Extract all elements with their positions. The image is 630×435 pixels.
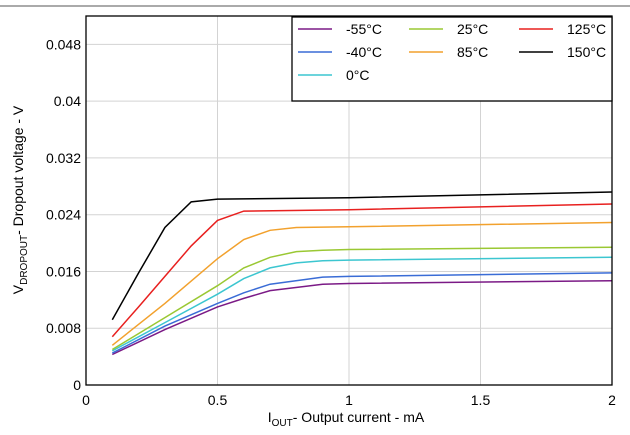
- legend-label-1: -55°C: [346, 21, 382, 37]
- legend-label-5: 85°C: [457, 44, 488, 60]
- x-axis-label: IOUT- Output current - mA: [268, 409, 425, 429]
- x-axis-label-rest: - Output current - mA: [293, 409, 425, 425]
- legend-label-7: 150°C: [567, 44, 606, 60]
- y-axis-label-rest: - Dropout voltage - V: [10, 105, 26, 235]
- x-tick-label: 0.5: [208, 392, 228, 408]
- y-axis-label-main: V: [10, 284, 26, 294]
- y-axis-label: VDROPOUT- Dropout voltage - V: [10, 105, 30, 294]
- legend-label-4: 25°C: [457, 21, 488, 37]
- series-line-4: [111, 246, 613, 351]
- y-axis-label-sub: DROPOUT: [19, 235, 30, 285]
- legend-label-3: 0°C: [346, 67, 370, 83]
- plot-frame: [85, 15, 613, 386]
- y-tick-label: 0.024: [46, 207, 81, 223]
- series-line-7: [111, 191, 613, 321]
- series-lines: [111, 191, 613, 356]
- y-tick-labels: 0 0.008 0.016 0.024 0.032 0.04 0.048: [46, 36, 81, 393]
- y-tick-label: 0.048: [46, 36, 81, 52]
- series-line-6: [111, 203, 613, 338]
- legend-box: [291, 16, 613, 102]
- series-line-1: [111, 279, 613, 356]
- y-tick-label: 0.008: [46, 320, 81, 336]
- y-tick-label: 0.04: [54, 93, 81, 109]
- x-tick-label: 2: [608, 392, 616, 408]
- x-axis-label-main: I: [268, 409, 272, 425]
- y-tick-label: 0: [73, 377, 81, 393]
- series-line-2: [111, 272, 613, 354]
- y-tick-label: 0.016: [46, 263, 81, 279]
- y-tick-label: 0.032: [46, 150, 81, 166]
- legend-label-6: 125°C: [567, 21, 606, 37]
- x-axis-label-sub: OUT: [272, 418, 293, 429]
- x-tick-label: 1: [345, 392, 353, 408]
- x-tick-labels: 0 0.5 1 1.5 2: [82, 392, 616, 408]
- x-tick-label: 0: [82, 392, 90, 408]
- legend-label-2: -40°C: [346, 44, 382, 60]
- legend: -55°C 25°C 125°C -40°C 85°C 150°C 0°C: [291, 16, 613, 102]
- x-tick-label: 1.5: [471, 392, 491, 408]
- series-line-5: [111, 221, 613, 346]
- series-line-3: [111, 256, 613, 352]
